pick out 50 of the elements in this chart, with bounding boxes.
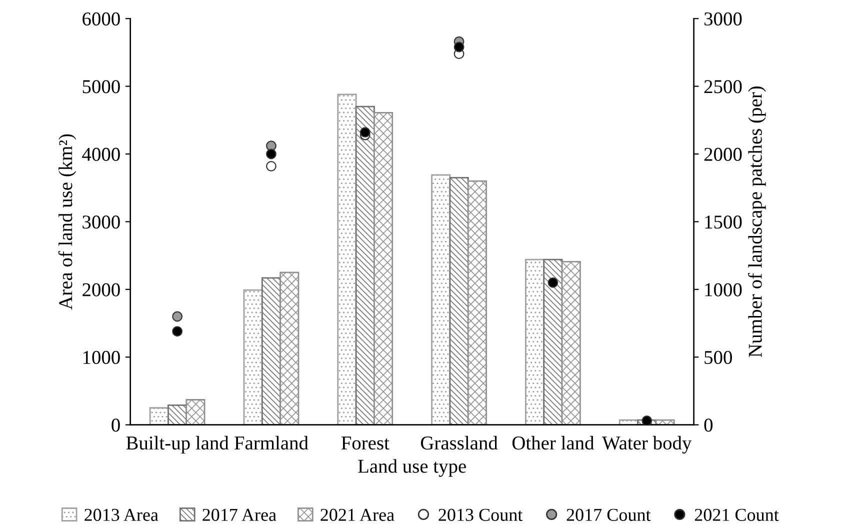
legend-label: 2017 Count — [566, 508, 651, 521]
y-tick-label: 3000 — [82, 216, 120, 229]
y-tick-label: 2000 — [82, 283, 120, 296]
y2-tick-label: 0 — [704, 418, 713, 432]
legend-label: 2021 Count — [694, 508, 779, 521]
point — [454, 42, 464, 52]
x-tick-label: Other land — [512, 436, 594, 450]
y2-tick-label: 1000 — [705, 283, 742, 296]
point — [642, 416, 652, 425]
legend-label: 2017 Area — [202, 508, 276, 521]
bar — [525, 258, 545, 425]
y-tick-label: 1000 — [83, 350, 120, 364]
bar — [561, 260, 581, 425]
y2-tick-label: 1500 — [705, 216, 742, 229]
bar — [449, 176, 469, 425]
bar — [431, 174, 451, 425]
y-tick-label: 6000 — [82, 12, 120, 26]
point — [172, 311, 183, 322]
bar — [186, 399, 206, 425]
point — [548, 277, 558, 288]
x-tick-label: Farmland — [234, 436, 308, 450]
y2-axis-title: Number of landscape patches (per) — [748, 86, 766, 358]
y-tick-label: 0 — [112, 418, 120, 432]
bar — [374, 112, 394, 425]
legend-label: 2021 Area — [320, 508, 394, 521]
x-axis-title: Land use type — [358, 459, 466, 477]
legend-label: 2013 Count — [438, 508, 523, 521]
y-axis-title: Area of land use (km²) — [58, 134, 76, 310]
legend-label: 2013 Area — [84, 508, 158, 521]
bar — [467, 180, 487, 425]
bar — [280, 272, 300, 425]
x-tick-label: Forest — [341, 436, 390, 450]
y2-tick-label: 500 — [704, 350, 732, 364]
bar — [337, 94, 357, 425]
bar — [355, 106, 375, 425]
point — [266, 148, 276, 160]
y2-tick-label: 2500 — [704, 80, 742, 94]
y2-tick-label: 3000 — [704, 12, 742, 26]
bar — [243, 289, 263, 425]
x-tick-label: Water body — [602, 436, 692, 454]
point — [172, 326, 183, 337]
y-tick-label: 5000 — [82, 80, 120, 94]
x-tick-label: Built-up land — [126, 436, 229, 454]
x-tick-label: Grassland — [420, 436, 498, 450]
point — [360, 127, 370, 138]
bar — [543, 258, 563, 425]
y-tick-label: 4000 — [82, 148, 120, 161]
y2-tick-label: 2000 — [704, 148, 742, 161]
point — [266, 160, 276, 172]
bar — [261, 277, 281, 425]
